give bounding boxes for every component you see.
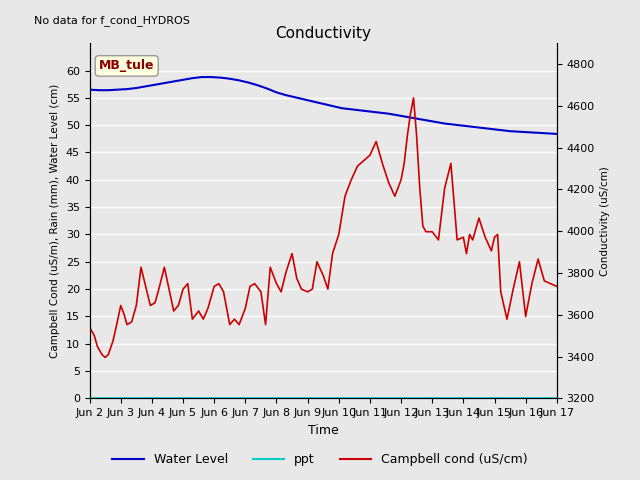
Legend: Water Level, ppt, Campbell cond (uS/cm): Water Level, ppt, Campbell cond (uS/cm): [108, 448, 532, 471]
Text: No data for f_cond_HYDROS: No data for f_cond_HYDROS: [33, 15, 189, 26]
Text: MB_tule: MB_tule: [99, 60, 154, 72]
Title: Conductivity: Conductivity: [275, 25, 371, 41]
X-axis label: Time: Time: [308, 424, 339, 437]
Y-axis label: Campbell Cond (uS/m), Rain (mm), Water Level (cm): Campbell Cond (uS/m), Rain (mm), Water L…: [50, 84, 60, 358]
Y-axis label: Conductivity (uS/cm): Conductivity (uS/cm): [600, 166, 611, 276]
